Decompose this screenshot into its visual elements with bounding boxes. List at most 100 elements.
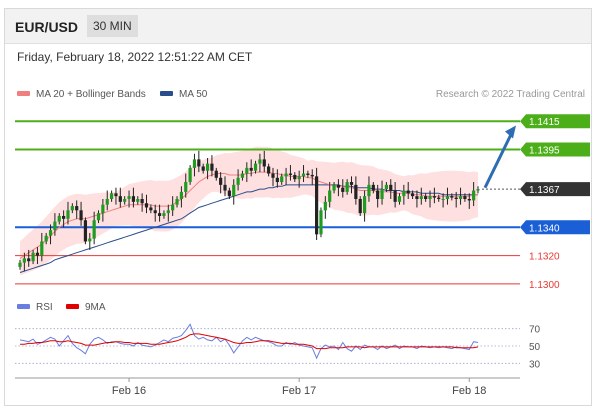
candle <box>467 193 471 209</box>
candle <box>297 170 301 188</box>
level-tag-1.1415 <box>520 114 590 129</box>
candle <box>349 176 354 194</box>
candle <box>450 193 454 201</box>
candle <box>258 153 262 173</box>
candle <box>402 184 406 205</box>
candle-body <box>384 184 388 190</box>
candle <box>201 163 205 174</box>
candle-body <box>284 173 288 177</box>
candle <box>410 190 415 199</box>
candle <box>267 163 271 177</box>
candle-body <box>171 204 175 211</box>
rsi-tick-label: 70 <box>529 325 541 336</box>
candle <box>66 201 70 225</box>
candle-body <box>354 184 358 199</box>
candle <box>35 247 40 265</box>
candle <box>319 207 323 238</box>
ma50-swatch <box>160 91 173 96</box>
rsi-ma-swatch <box>66 304 79 309</box>
ma20-legend-label: MA 20 + Bollinger Bands <box>36 89 146 100</box>
candle-body <box>162 213 166 216</box>
candle <box>280 173 284 185</box>
candle-body <box>367 184 371 197</box>
candle-body <box>288 173 293 175</box>
candle <box>341 179 345 198</box>
candle-body <box>328 190 332 202</box>
candle <box>18 259 22 270</box>
candle-body <box>323 201 327 211</box>
candle-body <box>105 199 109 205</box>
candle <box>123 196 127 205</box>
candle <box>31 249 35 265</box>
candle-body <box>397 196 402 202</box>
candle <box>428 190 432 208</box>
candle <box>397 193 402 205</box>
candle <box>472 182 476 207</box>
candle-body <box>424 196 428 199</box>
candle <box>175 196 179 208</box>
ma50-legend-label: MA 50 <box>179 89 208 100</box>
candle-body <box>236 177 240 185</box>
candle-body <box>249 167 253 171</box>
candle-body <box>227 190 231 197</box>
candle <box>262 150 266 173</box>
candle <box>127 190 131 208</box>
candle <box>441 193 445 208</box>
candle <box>415 190 419 208</box>
candle <box>48 224 53 245</box>
candle <box>424 193 428 202</box>
candle-body <box>35 252 40 256</box>
candle <box>114 187 118 205</box>
candle <box>437 194 441 202</box>
candle-body <box>22 258 26 263</box>
current-price-label: 1.1367 <box>529 185 560 196</box>
rsi-line <box>19 323 479 360</box>
candlesticks <box>18 150 480 272</box>
candle <box>454 191 458 208</box>
chart-datetime: Friday, February 18, 2022 12:51:22 AM CE… <box>17 50 253 64</box>
candle-body <box>149 207 153 211</box>
candle-body <box>341 187 345 192</box>
candle-body <box>428 196 432 199</box>
candle-body <box>79 210 83 221</box>
candle <box>214 167 218 181</box>
candle-body <box>184 182 188 192</box>
candle-body <box>136 199 140 202</box>
candle-body <box>376 190 380 199</box>
candle-body <box>362 196 367 214</box>
bollinger-band-area <box>20 146 478 276</box>
candle <box>293 172 297 183</box>
x-tick-label: Feb 17 <box>282 385 316 397</box>
candle <box>301 165 306 183</box>
price-levels <box>15 120 520 285</box>
x-axis: Feb 16 Feb 17 Feb 18 <box>15 377 520 397</box>
candle <box>323 196 327 219</box>
chart-header: EUR/USD 30 MIN <box>5 9 591 44</box>
candle <box>27 249 31 267</box>
candle <box>406 182 410 199</box>
candle-body <box>48 230 53 236</box>
candle-body <box>114 193 118 197</box>
candle-body <box>393 190 397 202</box>
rsi-ma-line <box>20 333 479 350</box>
candle-body <box>153 210 157 214</box>
candle <box>288 165 293 181</box>
bollinger-bands <box>20 146 478 276</box>
candle-body <box>88 238 92 242</box>
candle-body <box>454 197 458 199</box>
x-tick-label: Feb 16 <box>112 385 146 397</box>
level-label-1.1395: 1.1395 <box>529 146 560 157</box>
candle <box>315 167 319 241</box>
candle-body <box>157 213 162 216</box>
candle-body <box>240 173 245 178</box>
candle-body <box>27 258 31 262</box>
timeframe-badge[interactable]: 30 MIN <box>87 15 138 37</box>
candle-body <box>301 173 306 177</box>
candle-body <box>57 215 61 222</box>
candle <box>153 204 157 222</box>
ma20-polyline <box>19 171 478 259</box>
candle-body <box>410 193 415 197</box>
candle <box>419 187 423 205</box>
candle <box>249 159 253 177</box>
candle <box>83 217 88 245</box>
